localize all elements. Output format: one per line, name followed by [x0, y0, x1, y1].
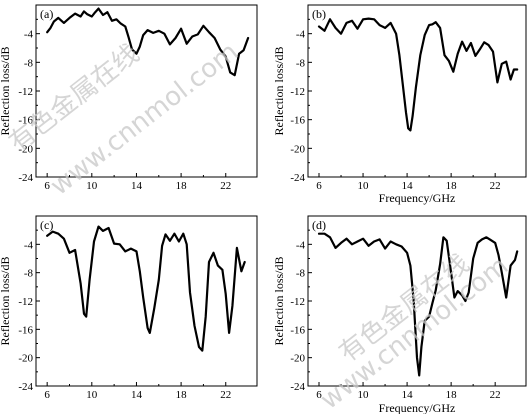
y-tick-label: -8: [296, 57, 306, 69]
y-axis-title: Reflection loss/dB: [0, 257, 12, 346]
series-line: [46, 225, 246, 352]
y-tick-label: -12: [290, 296, 305, 308]
x-tick-label: 6: [316, 180, 322, 192]
chart-panel: 6 10 14 18 22 -24 -20 -16 -12 -8 -4 Reflection loss…: [0, 215, 258, 401]
y-tick-label: -4: [24, 239, 34, 251]
series-line: [317, 232, 519, 377]
x-axis-title: Frequency/GHz: [379, 401, 456, 414]
x-tick-label: 14: [402, 180, 414, 192]
x-tick-label: 6: [44, 180, 50, 192]
x-tick-label: 22: [490, 180, 501, 192]
y-tick-label: -20: [290, 143, 305, 155]
y-tick-label: -16: [18, 324, 33, 336]
y-tick-label: -12: [18, 86, 33, 98]
y-tick-label: -4: [24, 29, 34, 41]
y-tick-label: -16: [290, 115, 305, 127]
x-tick-label: 10: [358, 180, 370, 192]
y-tick-label: -4: [296, 239, 306, 251]
y-tick-label: -24: [18, 381, 33, 393]
y-tick-label: -20: [290, 353, 305, 365]
panel-label: (c): [40, 218, 53, 232]
y-tick-label: -8: [296, 268, 306, 280]
chart-panel: 6 10 14 18 22 -24 -20 -16 -12 -8 -4 Reflection loss…: [0, 4, 258, 192]
x-tick-label: 14: [131, 180, 143, 192]
y-tick-label: -8: [24, 57, 34, 69]
panel-label: (d): [312, 218, 326, 232]
y-tick-label: -24: [18, 172, 33, 184]
y-tick-label: -12: [290, 86, 305, 98]
y-tick-label: -16: [290, 324, 305, 336]
x-tick-label: 14: [402, 389, 414, 401]
series-line: [317, 17, 519, 132]
x-tick-label: 18: [446, 180, 458, 192]
chart-panel: 6 10 14 18 22 -24 -20 -16 -12 -8 -4 Reflection loss…: [272, 4, 527, 205]
panel-label: (b): [312, 7, 326, 21]
x-tick-label: 18: [176, 180, 188, 192]
y-tick-label: -20: [18, 143, 33, 155]
y-axis-title: Reflection loss/dB: [272, 257, 286, 346]
x-tick-label: 10: [86, 180, 98, 192]
y-axis-title: Reflection loss/dB: [0, 47, 12, 136]
x-tick-label: 18: [176, 389, 188, 401]
y-tick-label: -24: [290, 172, 305, 184]
x-tick-label: 6: [316, 389, 322, 401]
y-tick-label: -8: [24, 268, 34, 280]
x-tick-label: 14: [131, 389, 143, 401]
y-tick-label: -4: [296, 29, 306, 41]
plot-frame: [307, 4, 527, 178]
y-tick-label: -24: [290, 381, 305, 393]
x-tick-label: 10: [358, 389, 370, 401]
x-axis-title: Frequency/GHz: [379, 191, 456, 205]
x-tick-label: 18: [446, 389, 458, 401]
y-tick-label: -16: [18, 115, 33, 127]
x-tick-label: 10: [86, 389, 98, 401]
x-tick-label: 22: [490, 389, 501, 401]
plot-frame: [35, 215, 258, 387]
x-tick-label: 22: [220, 180, 231, 192]
x-tick-label: 6: [44, 389, 50, 401]
x-tick-label: 22: [220, 389, 231, 401]
series-line: [46, 7, 250, 77]
y-axis-title: Reflection loss/dB: [272, 47, 286, 136]
y-tick-label: -20: [18, 353, 33, 365]
chart-panel: 6 10 14 18 22 -24 -20 -16 -12 -8 -4 Reflection loss…: [272, 215, 527, 414]
panel-label: (a): [40, 7, 53, 21]
y-tick-label: -12: [18, 296, 33, 308]
